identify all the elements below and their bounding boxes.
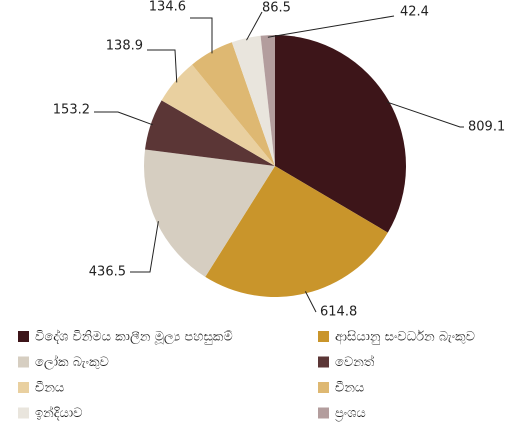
pie-slice: [231, 35, 275, 166]
pie-slice: [145, 100, 275, 166]
legend-swatch: [318, 331, 329, 342]
legend-swatch: [18, 356, 29, 368]
legend-swatch: [18, 331, 29, 342]
legend-label: විදේශ විනිමය කාලීන මූල්‍ය පහසුකම්: [35, 328, 233, 344]
pie-slice: [260, 35, 275, 166]
leader-line: [246, 11, 263, 41]
legend-label: ලෝක බැංකුව: [35, 354, 109, 370]
data-label: 436.5: [89, 265, 126, 280]
data-label: 809.1: [468, 120, 505, 135]
leader-line: [304, 291, 317, 313]
legend-swatch: [318, 356, 329, 368]
legend-label: චීනය: [35, 381, 64, 396]
legend-label: ප්‍රංශය: [335, 406, 366, 421]
leader-line: [94, 111, 153, 126]
legend-swatch: [318, 382, 329, 393]
data-label: 134.6: [149, 0, 186, 15]
pie-slice: [275, 35, 406, 233]
legend-label: චීනය: [335, 381, 364, 396]
legend-label: වෙනත්: [335, 354, 375, 370]
data-label: 153.2: [53, 103, 90, 118]
pie-slice: [161, 64, 275, 166]
legend-label: ආසියානු සංවර්ධන බැංකුව: [335, 329, 475, 345]
leader-line: [386, 101, 464, 128]
leader-line: [267, 15, 395, 38]
legend-swatch: [18, 407, 29, 419]
legend-swatch: [318, 407, 329, 419]
data-label: 86.5: [262, 1, 291, 16]
pie-slice: [144, 149, 275, 277]
leader-line: [147, 49, 178, 83]
data-label: 138.9: [106, 39, 143, 54]
leader-line: [190, 17, 213, 54]
pie-slice: [205, 166, 388, 298]
data-label: 614.8: [320, 305, 357, 320]
data-label: 42.4: [400, 5, 429, 20]
legend-label: ඉන්දියාව: [35, 405, 82, 421]
leader-line: [130, 221, 159, 273]
pie-slice: [192, 42, 275, 166]
legend-swatch: [18, 382, 29, 393]
